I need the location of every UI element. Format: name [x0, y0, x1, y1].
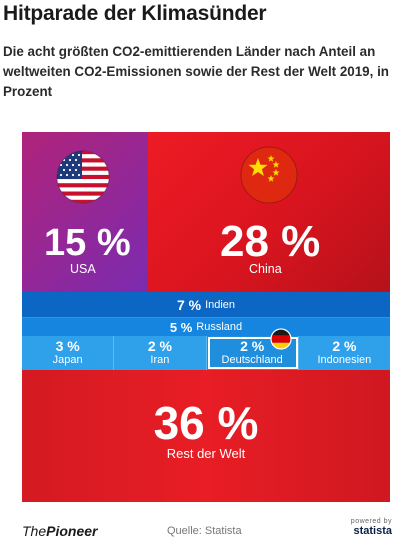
statista-powered-by: powered by [350, 518, 392, 525]
chart-subtitle: Die acht größten CO2-emittierenden Lände… [3, 44, 389, 99]
value-label-indonesien: 2 % [332, 338, 357, 354]
value-label-russland: 5 % [169, 319, 193, 335]
value-label-japan: 3 % [55, 338, 80, 354]
treemap-cell-russland: 5 % Russland [22, 318, 390, 336]
category-label-indien: Indien [205, 298, 236, 311]
value-label-china: 28 % [220, 217, 321, 266]
category-label-rest-der-welt: Rest der Welt [166, 446, 246, 461]
treemap-cell-deutschland: 2 % Deutschland [206, 328, 299, 370]
brand-prefix: The [22, 523, 47, 539]
value-label-deutschland: 2 % [240, 338, 265, 354]
category-label-china: China [249, 262, 282, 276]
category-label-usa: USA [70, 262, 96, 276]
treemap-cell-usa: 15 % USA [22, 132, 148, 292]
value-label-indien: 7 % [176, 296, 202, 313]
treemap-cell-indien: 7 % Indien [22, 292, 390, 318]
treemap-cell-iran: 2 % Iran [114, 336, 207, 370]
statista-name: statista [353, 525, 392, 537]
treemap-cell-rest-der-welt: 36 % Rest der Welt [22, 370, 390, 502]
source-note: Quelle: Statista [167, 525, 242, 537]
brand-logo: ThePioneer [22, 523, 97, 539]
brand-name: Pioneer [46, 523, 98, 539]
value-label-usa: 15 % [44, 222, 131, 264]
value-label-iran: 2 % [147, 338, 172, 354]
category-label-iran: Iran [150, 354, 170, 366]
treemap-cell-japan: 3 % Japan [22, 336, 115, 370]
category-label-indonesien: Indonesien [317, 354, 372, 366]
china-flag-icon [240, 146, 298, 204]
category-label-deutschland: Deutschland [221, 354, 283, 366]
germany-flag-icon [270, 328, 292, 350]
statista-logo: powered by statista [346, 518, 392, 537]
treemap-cell-indonesien: 2 % Indonesien [298, 336, 390, 370]
category-label-russland: Russland [196, 321, 243, 333]
category-label-japan: Japan [52, 354, 83, 366]
treemap-small-row: 3 % Japan 2 % Iran 2 % Deutschland 2 % I… [22, 328, 390, 370]
us-flag-icon [56, 150, 110, 204]
treemap-cell-china: 28 % China [148, 132, 390, 292]
value-label-rest-der-welt: 36 % [153, 397, 259, 449]
chart-title: Hitparade der Klimasünder [3, 2, 267, 25]
